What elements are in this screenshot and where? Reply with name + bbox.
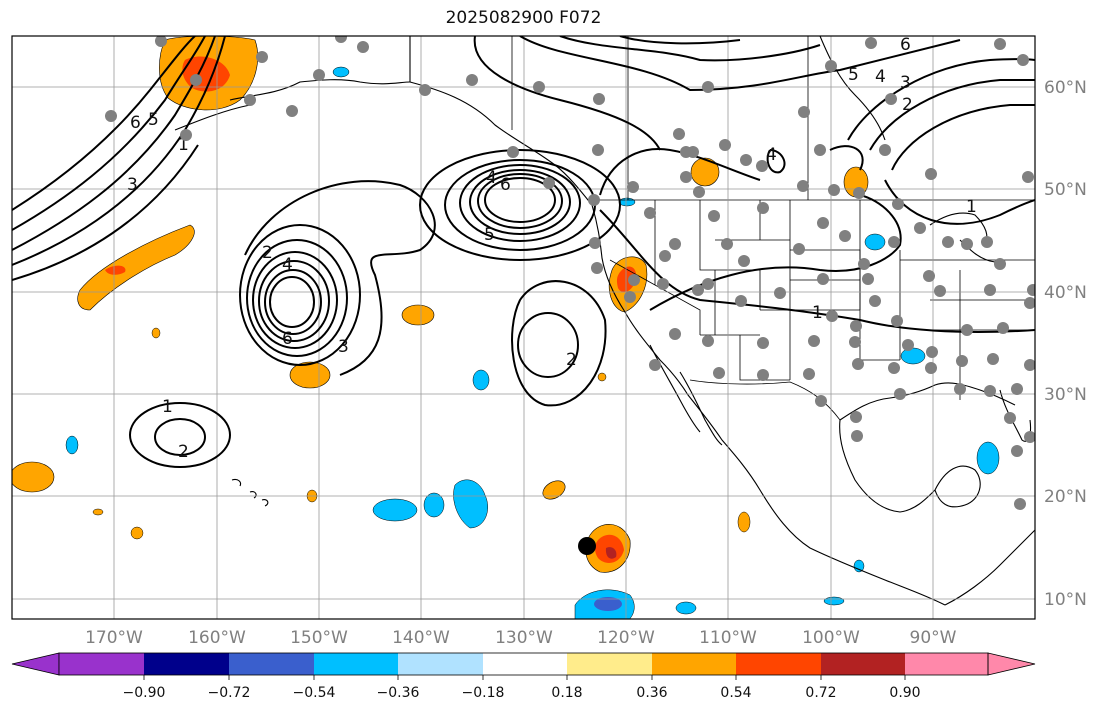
lon-label: 110°W xyxy=(699,628,757,648)
contour-label: 4 xyxy=(486,168,497,188)
colorbar-swatch xyxy=(314,653,398,675)
colorbar-tick-label: −0.18 xyxy=(462,685,505,701)
lon-label: 170°W xyxy=(85,628,143,648)
contour-label: 5 xyxy=(848,65,859,85)
colorbar-frame xyxy=(58,652,989,676)
lat-label: 40°N xyxy=(1044,283,1087,303)
contour-labels: 2 4 6 3 5 4 6 2 1 2 3 6 5 1 5 4 3 2 6 1 … xyxy=(127,35,977,462)
contour-label: 4 xyxy=(875,67,886,87)
colorbar-low-extend xyxy=(11,652,60,676)
contour-label: 1 xyxy=(178,135,189,155)
colorbar-tick-label: 0.18 xyxy=(551,685,582,701)
contour-label: 5 xyxy=(148,110,159,130)
lat-label: 10°N xyxy=(1044,590,1087,610)
colorbar-tick-label: 0.54 xyxy=(720,685,751,701)
lat-label: 60°N xyxy=(1044,78,1087,98)
latitude-labels: 60°N 50°N 40°N 30°N 20°N 10°N xyxy=(1044,78,1087,610)
lon-label: 100°W xyxy=(802,628,860,648)
colorbar-swatch xyxy=(483,653,567,675)
colorbar-tick-label: −0.54 xyxy=(293,685,336,701)
lat-label: 20°N xyxy=(1044,487,1087,507)
colorbar-swatch xyxy=(905,653,988,675)
contour-label: 2 xyxy=(262,243,273,263)
colorbar-high-extend xyxy=(987,652,1036,676)
graticule xyxy=(12,36,1035,619)
contour-label: 5 xyxy=(484,225,495,245)
storm-center-marker xyxy=(578,537,596,555)
colorbar-tick-label: −0.36 xyxy=(377,685,420,701)
lon-label: 120°W xyxy=(597,628,655,648)
contour-label: 3 xyxy=(338,337,349,357)
lon-label: 150°W xyxy=(290,628,348,648)
contour-label: 6 xyxy=(900,35,911,55)
lon-label: 90°W xyxy=(910,628,957,648)
colorbar-tick-label: 0.36 xyxy=(636,685,667,701)
colorbar: −0.90 −0.72 −0.54 −0.36 −0.18 0.18 0.36 … xyxy=(11,652,1036,701)
contour-label: 2 xyxy=(566,350,577,370)
colorbar-swatch xyxy=(652,653,736,675)
colorbar-tick-label: −0.72 xyxy=(208,685,251,701)
colorbar-swatch xyxy=(567,653,652,675)
contour-label: 6 xyxy=(130,113,141,133)
contour-label: 6 xyxy=(282,329,293,349)
station-markers xyxy=(105,36,1035,510)
contour-label: 2 xyxy=(178,442,189,462)
colorbar-swatch xyxy=(59,653,144,675)
colorbar-swatch xyxy=(144,653,229,675)
contour-label: 4 xyxy=(282,255,293,275)
contour-label: 1 xyxy=(812,303,823,323)
political-borders xyxy=(511,36,1035,421)
colorbar-tick-label: 0.72 xyxy=(805,685,836,701)
contour-lines xyxy=(12,36,1035,468)
longitude-labels: 170°W 160°W 150°W 140°W 130°W 120°W 110°… xyxy=(85,628,957,648)
contour-label: 1 xyxy=(162,397,173,417)
contour-label: 1 xyxy=(966,197,977,217)
lon-label: 130°W xyxy=(495,628,553,648)
colorbar-swatch xyxy=(736,653,821,675)
contour-label: 3 xyxy=(127,175,138,195)
colorbar-tick-label: 0.90 xyxy=(889,685,920,701)
colorbar-swatch xyxy=(398,653,483,675)
lat-label: 50°N xyxy=(1044,180,1087,200)
colorbar-swatch xyxy=(821,653,905,675)
lat-label: 30°N xyxy=(1044,385,1087,405)
contour-label: 3 xyxy=(900,73,911,93)
map-title: 2025082900 F072 xyxy=(445,8,602,28)
contour-label: 6 xyxy=(500,175,511,195)
map-frame xyxy=(11,35,1036,620)
lon-label: 140°W xyxy=(392,628,450,648)
colorbar-swatch xyxy=(229,653,314,675)
colorbar-tick-label: −0.90 xyxy=(123,685,166,701)
contour-label: 2 xyxy=(902,95,913,115)
contour-label: 4 xyxy=(766,145,777,165)
lon-label: 160°W xyxy=(188,628,246,648)
